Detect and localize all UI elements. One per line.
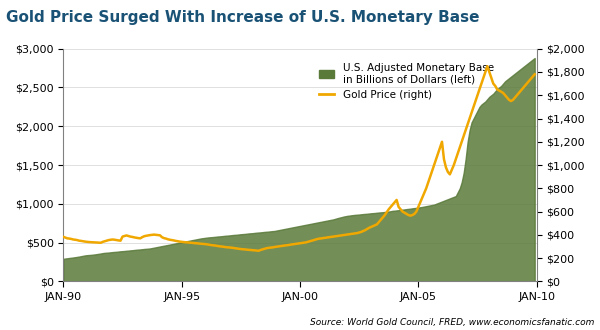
Text: Gold Price Surged With Increase of U.S. Monetary Base: Gold Price Surged With Increase of U.S. … — [6, 10, 479, 25]
Text: Source: World Gold Council, FRED, www.economicsfanatic.com: Source: World Gold Council, FRED, www.ec… — [310, 318, 594, 327]
Legend: U.S. Adjusted Monetary Base
in Billions of Dollars (left), Gold Price (right): U.S. Adjusted Monetary Base in Billions … — [314, 58, 498, 104]
